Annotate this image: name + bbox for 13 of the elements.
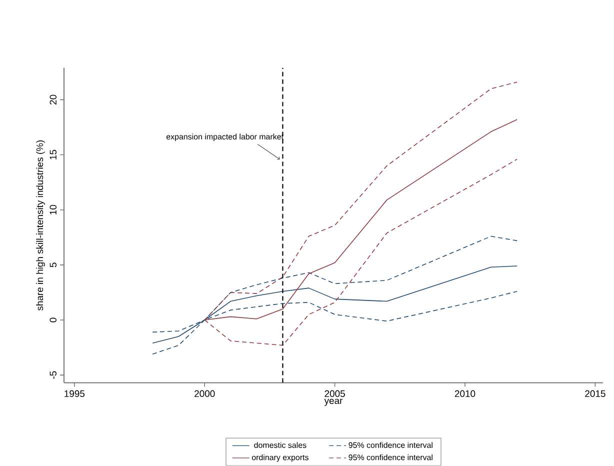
y-tick-label: 20 xyxy=(50,94,56,105)
y-tick-label: 10 xyxy=(50,205,56,214)
x-tick-label: 2015 xyxy=(585,390,606,398)
y-axis-title: share in high skill-intensity industries (%) xyxy=(36,140,45,311)
x-tick-label: 2000 xyxy=(194,390,215,398)
y-tick-label: 0 xyxy=(50,318,56,322)
y-tick-label: -5 xyxy=(50,371,56,379)
x-tick-label: 2010 xyxy=(454,390,476,398)
y-tick-label: 5 xyxy=(50,262,56,268)
x-tick-label: 1995 xyxy=(64,390,85,398)
x-axis-title: year xyxy=(324,398,343,406)
y-tick-label: 15 xyxy=(50,150,56,160)
x-tick-label: 2005 xyxy=(324,390,345,398)
